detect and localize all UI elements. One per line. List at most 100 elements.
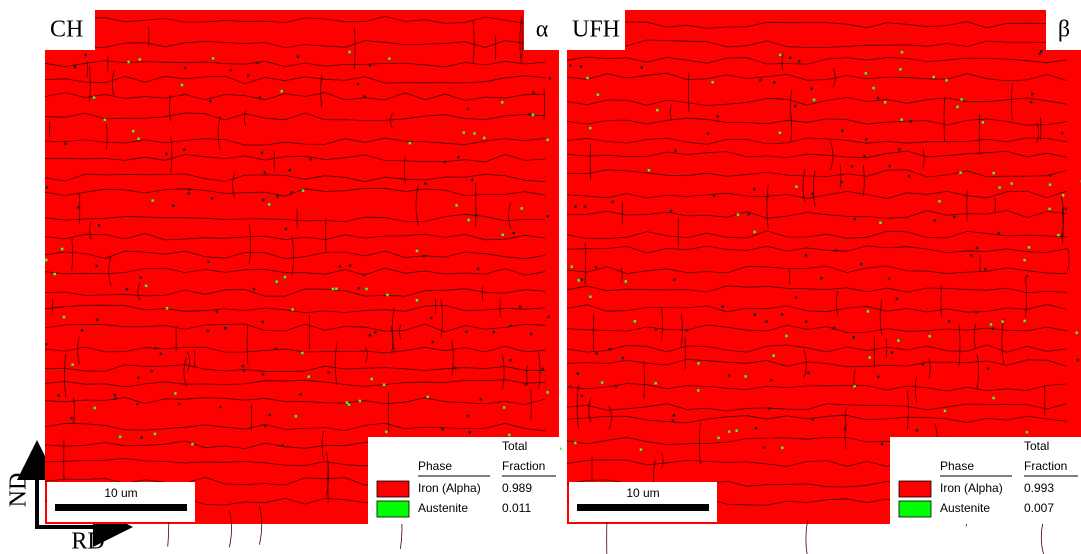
austenite-speck — [889, 165, 892, 168]
austenite-speck — [779, 132, 782, 135]
austenite-speck — [728, 374, 731, 377]
austenite-speck — [172, 205, 175, 208]
austenite-speck — [648, 169, 651, 172]
austenite-speck — [879, 222, 882, 225]
austenite-speck — [54, 273, 57, 276]
austenite-speck — [898, 148, 901, 151]
austenite-speck — [154, 347, 157, 350]
austenite-speck — [140, 276, 143, 279]
austenite-speck — [735, 430, 738, 433]
austenite-speck — [455, 204, 458, 207]
austenite-speck — [77, 206, 80, 209]
austenite-speck — [569, 64, 572, 67]
austenite-speck — [151, 199, 154, 202]
austenite-speck — [74, 66, 77, 69]
austenite-speck — [510, 325, 513, 328]
austenite-speck — [209, 100, 212, 103]
austenite-speck — [165, 153, 168, 156]
austenite-speck — [264, 171, 267, 174]
austenite-speck — [519, 305, 522, 308]
austenite-speck — [98, 224, 101, 227]
austenite-speck — [64, 143, 67, 146]
legend-fraction-header: Fraction — [1024, 459, 1067, 473]
austenite-speck — [998, 186, 1001, 189]
austenite-speck — [547, 316, 550, 319]
austenite-speck — [773, 81, 776, 84]
austenite-speck — [423, 255, 426, 258]
austenite-speck — [984, 268, 987, 271]
austenite-speck — [416, 250, 419, 253]
austenite-speck — [717, 437, 720, 440]
austenite-speck — [483, 137, 486, 140]
austenite-speck — [813, 99, 816, 102]
austenite-speck — [521, 207, 524, 210]
austenite-speck — [502, 234, 505, 237]
austenite-speck — [301, 352, 304, 355]
austenite-speck — [479, 398, 482, 401]
austenite-speck — [581, 395, 584, 398]
austenite-speck — [781, 447, 784, 450]
phase-name: Austenite — [940, 501, 990, 515]
austenite-speck — [1026, 431, 1029, 434]
austenite-speck — [416, 299, 419, 302]
austenite-speck — [854, 218, 857, 221]
austenite-speck — [670, 210, 673, 213]
austenite-speck — [569, 386, 572, 389]
austenite-speck — [150, 370, 153, 373]
austenite-speck — [810, 88, 813, 91]
austenite-speck — [512, 232, 515, 235]
austenite-speck — [753, 231, 756, 234]
austenite-speck — [908, 175, 911, 178]
phase-swatch — [377, 501, 409, 517]
austenite-speck — [625, 280, 628, 283]
austenite-speck — [574, 205, 577, 208]
austenite-speck — [174, 392, 177, 395]
austenite-speck — [851, 165, 854, 168]
austenite-speck — [744, 375, 747, 378]
austenite-speck — [956, 106, 959, 109]
austenite-speck — [615, 385, 618, 388]
austenite-speck — [867, 310, 870, 313]
austenite-speck — [844, 427, 847, 430]
austenite-speck — [932, 76, 935, 79]
austenite-speck — [1061, 132, 1064, 135]
austenite-speck — [525, 383, 528, 386]
austenite-speck — [865, 72, 868, 75]
austenite-speck — [46, 186, 49, 189]
austenite-speck — [207, 261, 210, 264]
figure: ND RD CHα10 umTotalPhaseFractionIron (Al… — [0, 0, 1081, 554]
austenite-speck — [160, 353, 163, 356]
austenite-speck — [154, 433, 157, 436]
austenite-speck — [753, 313, 756, 316]
austenite-speck — [477, 268, 480, 271]
austenite-speck — [589, 127, 592, 130]
austenite-speck — [707, 132, 710, 135]
austenite-speck — [457, 156, 460, 159]
austenite-speck — [140, 436, 143, 439]
austenite-speck — [737, 213, 740, 216]
austenite-speck — [1049, 184, 1052, 187]
austenite-speck — [755, 427, 758, 430]
austenite-speck — [295, 415, 298, 418]
austenite-speck — [277, 195, 280, 198]
grain-boundary — [806, 520, 808, 554]
austenite-speck — [697, 389, 700, 392]
austenite-speck — [716, 115, 719, 118]
austenite-speck — [386, 294, 389, 297]
austenite-speck — [275, 348, 278, 351]
austenite-speck — [655, 382, 658, 385]
austenite-speck — [1048, 208, 1051, 211]
austenite-speck — [383, 384, 386, 387]
austenite-speck — [768, 407, 771, 410]
austenite-speck — [166, 307, 169, 310]
austenite-speck — [139, 58, 142, 61]
phase-fraction: 0.989 — [502, 481, 532, 495]
austenite-speck — [284, 276, 287, 279]
austenite-speck — [595, 352, 598, 355]
austenite-speck — [833, 327, 836, 330]
scale-label: 10 um — [626, 486, 659, 500]
austenite-speck — [503, 406, 506, 409]
austenite-speck — [542, 368, 545, 371]
austenite-speck — [467, 108, 470, 111]
scale-bar — [577, 504, 709, 511]
